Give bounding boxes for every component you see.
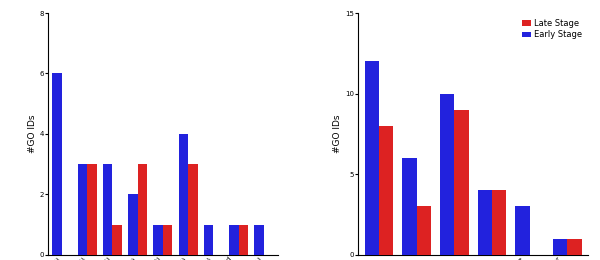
Bar [188,164,198,255]
Bar [204,225,214,255]
Bar [454,110,469,255]
Bar [103,164,112,255]
Bar [254,225,264,255]
Y-axis label: #GO IDs: #GO IDs [28,115,37,153]
Bar [87,164,97,255]
Bar [440,94,454,255]
Bar [128,194,137,255]
Bar [239,225,248,255]
Bar [179,134,188,255]
Legend: Late Stage, Early Stage: Late Stage, Early Stage [521,17,584,41]
Bar [402,158,416,255]
Bar [153,225,163,255]
Bar [492,190,506,255]
Bar [365,61,379,255]
Bar [77,164,87,255]
Bar [567,239,581,255]
Bar [137,164,147,255]
Bar [478,190,492,255]
Bar [379,126,393,255]
Bar [416,206,431,255]
Bar [553,239,567,255]
Bar [229,225,239,255]
Bar [163,225,172,255]
Bar [112,225,122,255]
Y-axis label: #GO IDs: #GO IDs [333,115,342,153]
Bar [52,73,62,255]
Bar [515,206,530,255]
